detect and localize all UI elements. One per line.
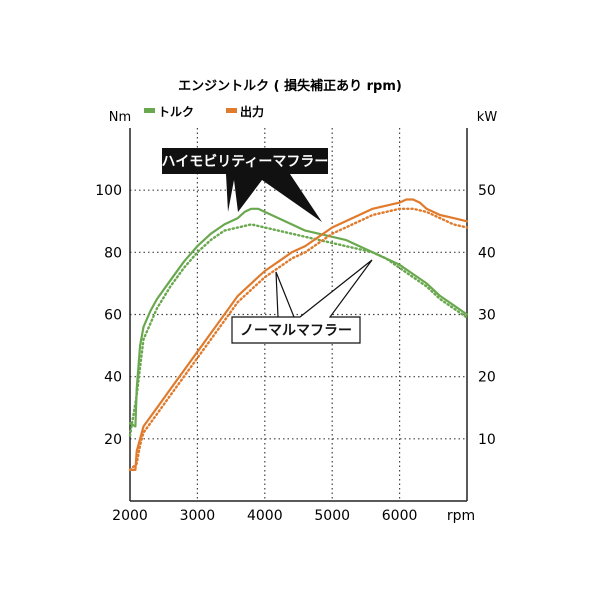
y-left-tick-label: 20 bbox=[104, 432, 122, 448]
y-left-tick-label: 100 bbox=[95, 183, 122, 199]
legend-swatch-torque bbox=[144, 108, 155, 113]
x-tick-label: 4000 bbox=[247, 508, 283, 524]
y-left-tick-label: 80 bbox=[104, 245, 122, 261]
chart-title: エンジントルク ( 損失補正あり rpm) bbox=[178, 78, 402, 94]
y-right-tick-label: 40 bbox=[478, 245, 496, 261]
y-right-tick-label: 50 bbox=[478, 183, 496, 199]
y-right-tick-label: 30 bbox=[478, 308, 496, 324]
x-axis-label: rpm bbox=[447, 508, 475, 524]
callout-high-mobility-label: ハイモビリティーマフラー bbox=[162, 154, 329, 170]
callout-high-mobility-box bbox=[162, 148, 328, 222]
series-layer bbox=[128, 198, 469, 472]
callout-normal-box bbox=[231, 259, 373, 344]
series-line-power-dotted bbox=[128, 207, 469, 472]
series-line-power-solid bbox=[128, 198, 469, 471]
y-right-tick-label: 20 bbox=[478, 370, 496, 386]
legend-swatch-power bbox=[226, 108, 237, 113]
callout-normal: ノーマルマフラー bbox=[231, 259, 373, 344]
y-left-tick-label: 60 bbox=[104, 308, 122, 324]
x-tick-label: 3000 bbox=[180, 508, 216, 524]
legend: トルク 出力 bbox=[144, 104, 264, 119]
x-tick-label: 2000 bbox=[112, 508, 148, 524]
series-line-torque-dotted bbox=[128, 223, 469, 437]
y-right-tick-label: 10 bbox=[478, 432, 496, 448]
y-left-tick-label: 40 bbox=[104, 370, 122, 386]
legend-label-power: 出力 bbox=[240, 104, 264, 119]
series-line-torque-solid bbox=[128, 207, 469, 428]
callout-normal-label: ノーマルマフラー bbox=[240, 323, 352, 339]
left-axis-unit: Nm bbox=[109, 110, 131, 125]
x-tick-label: 5000 bbox=[314, 508, 350, 524]
grid bbox=[130, 128, 467, 501]
x-tick-label: 6000 bbox=[382, 508, 418, 524]
tick-labels: 2000 3000 4000 5000 6000 20 40 60 80 100 10 20 30 40 5… bbox=[95, 183, 496, 524]
callout-high-mobility: ハイモビリティーマフラー bbox=[162, 148, 329, 222]
legend-label-torque: トルク bbox=[158, 105, 194, 119]
right-axis-unit: kW bbox=[477, 110, 498, 125]
